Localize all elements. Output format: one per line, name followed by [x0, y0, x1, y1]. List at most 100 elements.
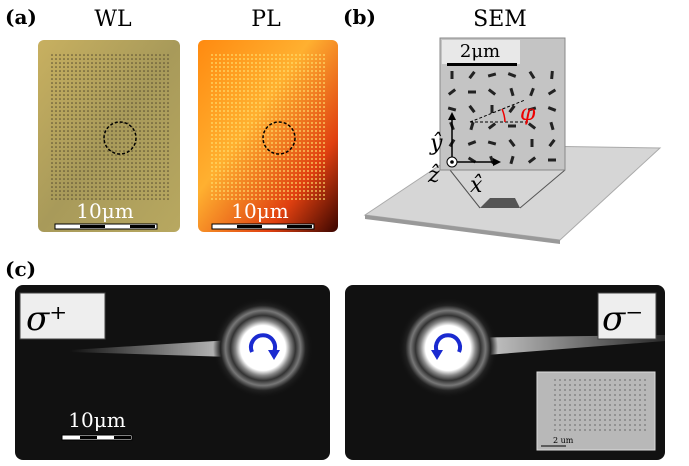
particle [83, 82, 85, 84]
particle [99, 190, 101, 192]
particle [271, 146, 273, 148]
particle [255, 98, 257, 100]
particle [639, 424, 640, 425]
particle [59, 138, 61, 140]
particle [71, 154, 73, 156]
particle [79, 78, 81, 80]
particle [287, 186, 289, 188]
particle [315, 190, 317, 192]
particle [63, 62, 65, 64]
particle [584, 414, 585, 415]
particle [91, 130, 93, 132]
particle [311, 90, 313, 92]
particle [634, 424, 635, 425]
particle [107, 142, 109, 144]
scale-label: 2μm [460, 41, 500, 62]
particle [624, 389, 625, 390]
particle [67, 186, 69, 188]
particle [139, 162, 141, 164]
particle [87, 114, 89, 116]
particle [215, 58, 217, 60]
particle [574, 404, 575, 405]
particle [119, 194, 121, 196]
particle [295, 54, 297, 56]
particle [267, 62, 269, 64]
particle [323, 134, 325, 136]
particle [311, 54, 313, 56]
particle [99, 62, 101, 64]
particle [239, 58, 241, 60]
particle [311, 102, 313, 104]
particle [67, 170, 69, 172]
particle [119, 178, 121, 180]
particle [323, 102, 325, 104]
particle [267, 194, 269, 196]
particle [283, 118, 285, 120]
particle [155, 198, 157, 200]
particle [215, 82, 217, 84]
particle [211, 102, 213, 104]
particle [299, 138, 301, 140]
particle [155, 94, 157, 96]
particle [83, 126, 85, 128]
particle [159, 190, 161, 192]
particle [155, 130, 157, 132]
particle [629, 414, 630, 415]
particle [315, 142, 317, 144]
particle [275, 126, 277, 128]
particle [279, 70, 281, 72]
particle [251, 78, 253, 80]
particle [263, 194, 265, 196]
particle [259, 134, 261, 136]
particle [63, 66, 65, 68]
particle [119, 118, 121, 120]
particle [315, 126, 317, 128]
particle [211, 86, 213, 88]
particle [131, 106, 133, 108]
particle [99, 114, 101, 116]
particle [163, 174, 165, 176]
particle [143, 146, 145, 148]
particle [111, 54, 113, 56]
particle [307, 110, 309, 112]
particle [287, 158, 289, 160]
particle [71, 138, 73, 140]
particle [119, 146, 121, 148]
particle [103, 66, 105, 68]
particle [307, 94, 309, 96]
particle [255, 110, 257, 112]
particle [95, 154, 97, 156]
particle [235, 62, 237, 64]
particle [91, 102, 93, 104]
particle [247, 106, 249, 108]
particle [323, 118, 325, 120]
particle [163, 198, 165, 200]
particle [95, 190, 97, 192]
particle [243, 142, 245, 144]
particle [231, 106, 233, 108]
particle [167, 162, 169, 164]
particle [131, 178, 133, 180]
particle [143, 122, 145, 124]
particle [59, 82, 61, 84]
particle [163, 170, 165, 172]
particle [251, 62, 253, 64]
particle [227, 142, 229, 144]
particle [235, 102, 237, 104]
particle [91, 146, 93, 148]
particle [251, 90, 253, 92]
particle [87, 194, 89, 196]
particle [147, 186, 149, 188]
particle [311, 78, 313, 80]
particle [83, 162, 85, 164]
particle [111, 90, 113, 92]
particle [299, 62, 301, 64]
particle [127, 82, 129, 84]
particle [227, 90, 229, 92]
particle [584, 394, 585, 395]
particle [119, 138, 121, 140]
particle [147, 98, 149, 100]
particle [123, 178, 125, 180]
particle [299, 182, 301, 184]
particle [211, 118, 213, 120]
